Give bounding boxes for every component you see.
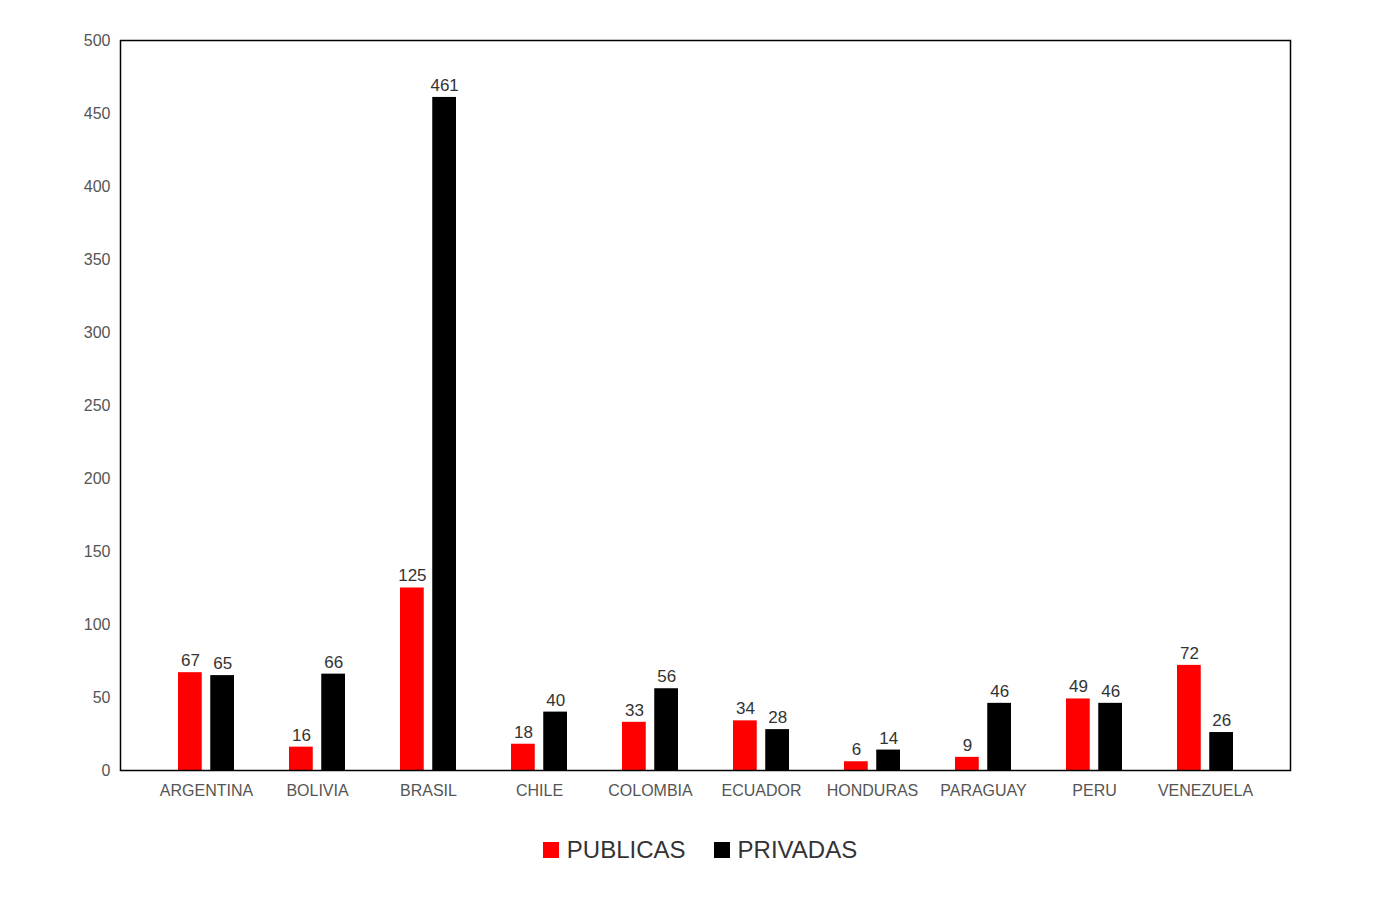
svg-text:28: 28 [768, 708, 787, 727]
svg-text:PARAGUAY: PARAGUAY [940, 782, 1027, 799]
svg-text:CHILE: CHILE [516, 782, 563, 799]
svg-text:ARGENTINA: ARGENTINA [160, 782, 254, 799]
svg-text:350: 350 [84, 251, 111, 268]
svg-text:300: 300 [84, 324, 111, 341]
svg-text:14: 14 [879, 729, 898, 748]
svg-text:26: 26 [1212, 711, 1231, 730]
html-text:PRIVADAS: PRIVADAS [737, 836, 858, 863]
svg-text:500: 500 [84, 32, 111, 49]
svg-text:67: 67 [181, 651, 200, 670]
svg-text:450: 450 [84, 105, 111, 122]
svg-text:150: 150 [84, 543, 111, 560]
svg-text:PERU: PERU [1072, 782, 1116, 799]
svg-text:66: 66 [324, 653, 343, 672]
svg-text:16: 16 [292, 726, 311, 745]
svg-text:COLOMBIA: COLOMBIA [608, 782, 693, 799]
svg-text:200: 200 [84, 470, 111, 487]
svg-text:461: 461 [430, 76, 458, 95]
svg-text:72: 72 [1180, 644, 1199, 663]
svg-text:65: 65 [213, 654, 232, 673]
svg-text:6: 6 [852, 740, 861, 759]
svg-text:250: 250 [84, 397, 111, 414]
svg-text:125: 125 [398, 566, 426, 585]
svg-text:9: 9 [963, 736, 972, 755]
svg-text:33: 33 [625, 701, 644, 720]
svg-text:50: 50 [93, 689, 111, 706]
svg-text:400: 400 [84, 178, 111, 195]
svg-text:ECUADOR: ECUADOR [721, 782, 801, 799]
svg-text:100: 100 [84, 616, 111, 633]
svg-text:40: 40 [546, 691, 565, 710]
html-text:PUBLICAS: PUBLICAS [566, 836, 686, 863]
svg-text:46: 46 [990, 682, 1009, 701]
svg-text:49: 49 [1069, 677, 1088, 696]
svg-text:18: 18 [514, 723, 533, 742]
svg-text:BRASIL: BRASIL [400, 782, 457, 799]
svg-text:0: 0 [102, 762, 111, 779]
svg-text:56: 56 [657, 667, 676, 686]
svg-text:VENEZUELA: VENEZUELA [1158, 782, 1253, 799]
svg-text:34: 34 [736, 699, 755, 718]
svg-text:BOLIVIA: BOLIVIA [286, 782, 349, 799]
svg-text:46: 46 [1101, 682, 1120, 701]
svg-text:HONDURAS: HONDURAS [827, 782, 919, 799]
